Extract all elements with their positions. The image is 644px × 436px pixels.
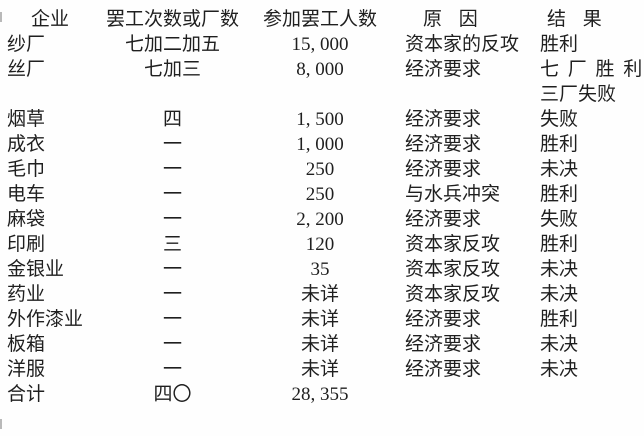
- cell-reason: 经济要求: [405, 334, 482, 355]
- strike-statistics-table: 企业 罢工次数或厂数 参加罢工人数 原 因 结 果 纱厂 七加二加五 15, 000…: [0, 7, 644, 407]
- column-header-participants: 参加罢工人数: [262, 9, 377, 30]
- cell-strikes: 一: [162, 284, 182, 305]
- cell-reason: 资本家反攻: [405, 284, 501, 305]
- cell-strikes: 一: [162, 259, 182, 280]
- cell-enterprise: 板箱: [7, 334, 46, 355]
- cell-result: 胜利: [540, 234, 579, 255]
- cell-participants: 未详: [300, 309, 339, 330]
- table-row: 电车 一 250 与水兵冲突 胜利: [0, 182, 644, 207]
- cell-result: 未决: [540, 159, 579, 180]
- table-row: 丝厂 七加三 8, 000 经济要求 七 厂 胜 利 三厂失败: [0, 57, 644, 107]
- cell-strikes: 一: [162, 309, 182, 330]
- cell-enterprise: 纱厂: [7, 34, 46, 55]
- cell-result: 未决: [540, 334, 579, 355]
- cell-enterprise: 印刷: [7, 234, 46, 255]
- table-row: 烟草 四 1, 500 经济要求 失败: [0, 107, 644, 132]
- cell-result: 失败: [540, 109, 579, 130]
- cell-result: 失败: [540, 209, 579, 230]
- scan-artifact: [0, 12, 2, 22]
- table-row: 毛巾 一 250 经济要求 未决: [0, 157, 644, 182]
- column-header-strikes: 罢工次数或厂数: [105, 9, 239, 30]
- cell-reason: 资本家反攻: [405, 259, 501, 280]
- table-row: 洋服 一 未详 经济要求 未决: [0, 357, 644, 382]
- cell-result: 胜利: [540, 309, 579, 330]
- cell-reason: [395, 382, 535, 407]
- cell-reason: 经济要求: [405, 209, 482, 230]
- cell-strikes: 七加二加五: [124, 34, 220, 55]
- cell-reason: 与水兵冲突: [405, 184, 501, 205]
- cell-enterprise: 丝厂: [7, 59, 46, 80]
- cell-strikes: 三: [162, 234, 182, 255]
- cell-enterprise: 合计: [7, 384, 46, 405]
- cell-participants: 28, 355: [291, 384, 349, 405]
- table-row: 成衣 一 1, 000 经济要求 胜利: [0, 132, 644, 157]
- table-row: 合计 四〇 28, 355: [0, 382, 644, 407]
- cell-result: 胜利: [540, 34, 579, 55]
- table-row: 板箱 一 未详 经济要求 未决: [0, 332, 644, 357]
- cell-strikes: 四: [162, 109, 182, 130]
- cell-reason: 经济要求: [405, 109, 482, 130]
- cell-strikes: 一: [162, 184, 182, 205]
- column-header-result: 结 果: [547, 9, 602, 30]
- cell-participants: 1, 000: [296, 134, 344, 155]
- table-row: 纱厂 七加二加五 15, 000 资本家的反攻 胜利: [0, 32, 644, 57]
- table-header-row: 企业 罢工次数或厂数 参加罢工人数 原 因 结 果: [0, 7, 644, 32]
- cell-reason: 经济要求: [405, 309, 482, 330]
- cell-result: 七 厂 胜 利 三厂失败: [540, 59, 643, 105]
- cell-reason: 资本家反攻: [405, 234, 501, 255]
- cell-strikes: 七加三: [143, 59, 201, 80]
- table-row: 外作漆业 一 未详 经济要求 胜利: [0, 307, 644, 332]
- cell-participants: 15, 000: [291, 34, 349, 55]
- cell-result: [535, 382, 644, 407]
- cell-reason: 经济要求: [405, 59, 482, 80]
- cell-strikes: 一: [162, 134, 182, 155]
- cell-participants: 未详: [300, 359, 339, 380]
- cell-strikes: 四〇: [153, 384, 192, 405]
- cell-enterprise: 外作漆业: [7, 309, 84, 330]
- column-header-enterprise: 企业: [30, 9, 69, 30]
- cell-participants: 250: [305, 184, 335, 205]
- column-header-reason: 原 因: [423, 9, 478, 30]
- cell-enterprise: 烟草: [7, 109, 46, 130]
- scan-artifact: [0, 419, 2, 429]
- cell-reason: 经济要求: [405, 134, 482, 155]
- cell-strikes: 一: [162, 159, 182, 180]
- cell-enterprise: 成衣: [7, 134, 46, 155]
- cell-strikes: 一: [162, 209, 182, 230]
- cell-reason: 经济要求: [405, 359, 482, 380]
- cell-result: 未决: [540, 259, 579, 280]
- cell-participants: 未详: [300, 284, 339, 305]
- table-row: 麻袋 一 2, 200 经济要求 失败: [0, 207, 644, 232]
- cell-strikes: 一: [162, 359, 182, 380]
- cell-result: 未决: [540, 284, 579, 305]
- cell-enterprise: 药业: [7, 284, 46, 305]
- cell-participants: 35: [310, 259, 330, 280]
- cell-participants: 250: [305, 159, 335, 180]
- table-row: 药业 一 未详 资本家反攻 未决: [0, 282, 644, 307]
- table-row: 印刷 三 120 资本家反攻 胜利: [0, 232, 644, 257]
- cell-enterprise: 电车: [7, 184, 46, 205]
- cell-enterprise: 毛巾: [7, 159, 46, 180]
- cell-participants: 1, 500: [296, 109, 344, 130]
- cell-participants: 120: [305, 234, 335, 255]
- cell-reason: 资本家的反攻: [405, 34, 520, 55]
- cell-reason: 经济要求: [405, 159, 482, 180]
- cell-result: 胜利: [540, 134, 579, 155]
- cell-enterprise: 金银业: [7, 259, 65, 280]
- cell-strikes: 一: [162, 334, 182, 355]
- table-body: 纱厂 七加二加五 15, 000 资本家的反攻 胜利 丝厂 七加三 8, 000 经济要求七 厂…: [0, 32, 644, 407]
- table-row: 金银业 一 35 资本家反攻 未决: [0, 257, 644, 282]
- cell-participants: 8, 000: [296, 59, 344, 80]
- cell-result: 未决: [540, 359, 579, 380]
- cell-enterprise: 麻袋: [7, 209, 46, 230]
- cell-participants: 未详: [300, 334, 339, 355]
- cell-participants: 2, 200: [296, 209, 344, 230]
- cell-enterprise: 洋服: [7, 359, 46, 380]
- cell-result: 胜利: [540, 184, 579, 205]
